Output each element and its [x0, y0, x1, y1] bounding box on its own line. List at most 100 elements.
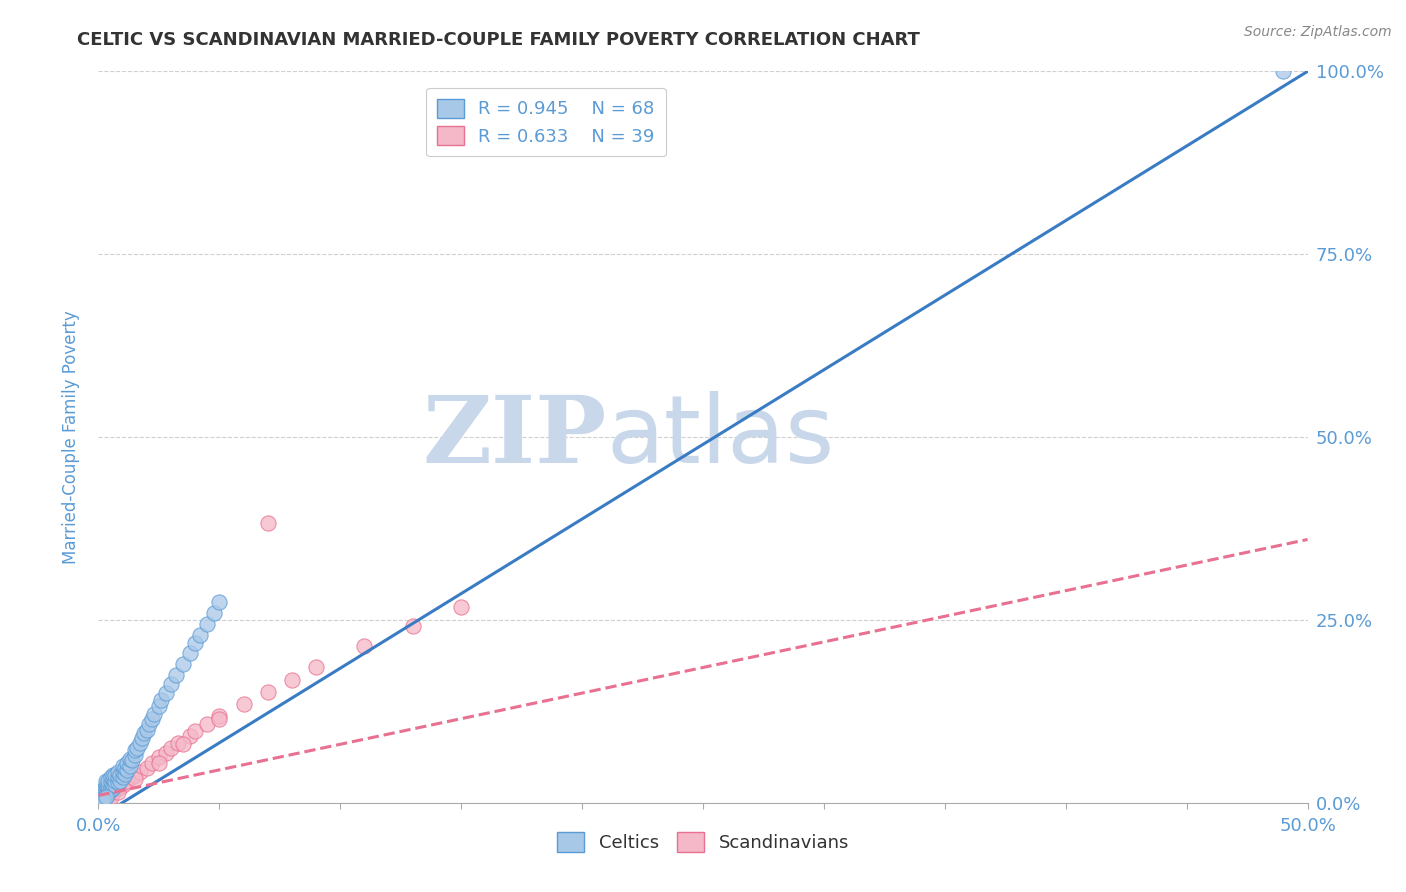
Point	[204, 606, 226, 620]
Point	[100, 780, 122, 794]
Point	[232, 697, 254, 711]
Point	[184, 636, 207, 650]
Point	[100, 775, 122, 789]
Point	[124, 768, 146, 782]
Point	[195, 716, 218, 731]
Text: Source: ZipAtlas.com: Source: ZipAtlas.com	[1244, 25, 1392, 39]
Point	[107, 765, 129, 780]
Point	[97, 781, 120, 796]
Point	[94, 789, 117, 804]
Point	[150, 693, 173, 707]
Point	[90, 794, 112, 808]
Point	[100, 770, 122, 784]
Legend: Celtics, Scandinavians: Celtics, Scandinavians	[550, 825, 856, 860]
Point	[101, 778, 124, 792]
Point	[160, 677, 183, 691]
Point	[179, 646, 201, 660]
Point	[208, 594, 231, 608]
Point	[450, 599, 472, 614]
Point	[111, 765, 134, 780]
Point	[121, 753, 143, 767]
Point	[1272, 64, 1295, 78]
Point	[160, 740, 183, 755]
Point	[121, 770, 143, 784]
Point	[208, 712, 231, 726]
Point	[118, 752, 141, 766]
Point	[141, 712, 163, 726]
Point	[91, 792, 114, 806]
Point	[94, 778, 117, 792]
Point	[91, 789, 114, 804]
Point	[94, 785, 117, 799]
Point	[108, 768, 131, 782]
Point	[97, 778, 120, 792]
Point	[91, 782, 114, 797]
Text: CELTIC VS SCANDINAVIAN MARRIED-COUPLE FAMILY POVERTY CORRELATION CHART: CELTIC VS SCANDINAVIAN MARRIED-COUPLE FA…	[77, 31, 920, 49]
Point	[134, 726, 156, 740]
Point	[135, 761, 157, 775]
Point	[117, 773, 139, 788]
Point	[107, 785, 129, 799]
Point	[94, 789, 117, 803]
Point	[91, 794, 114, 808]
Point	[91, 785, 114, 799]
Point	[104, 778, 127, 792]
Point	[90, 789, 112, 804]
Point	[104, 782, 127, 797]
Point	[172, 737, 194, 751]
Point	[143, 706, 166, 721]
Point	[90, 789, 112, 803]
Point	[100, 782, 122, 797]
Point	[111, 778, 134, 792]
Point	[101, 781, 124, 796]
Point	[131, 731, 153, 746]
Point	[148, 699, 170, 714]
Point	[256, 516, 278, 531]
Point	[128, 736, 150, 750]
Point	[111, 759, 134, 773]
Point	[148, 756, 170, 770]
Point	[208, 709, 231, 723]
Point	[100, 787, 122, 801]
Point	[101, 785, 124, 799]
Point	[402, 619, 425, 633]
Point	[117, 763, 139, 777]
Point	[117, 756, 139, 770]
Point	[135, 723, 157, 737]
Point	[155, 686, 177, 700]
Text: atlas: atlas	[606, 391, 835, 483]
Point	[124, 772, 146, 787]
Point	[94, 789, 117, 804]
Point	[101, 768, 124, 782]
Point	[195, 616, 218, 631]
Point	[107, 781, 129, 796]
Point	[97, 785, 120, 799]
Point	[107, 770, 129, 784]
Point	[100, 789, 122, 804]
Point	[111, 770, 134, 784]
Text: ZIP: ZIP	[422, 392, 606, 482]
Point	[281, 673, 304, 687]
Point	[148, 750, 170, 764]
Point	[97, 773, 120, 788]
Point	[155, 746, 177, 760]
Point	[184, 724, 207, 739]
Point	[165, 667, 187, 681]
Point	[141, 756, 163, 770]
Point	[256, 684, 278, 698]
Point	[124, 743, 146, 757]
Point	[94, 773, 117, 788]
Point	[305, 660, 328, 674]
Point	[179, 729, 201, 743]
Y-axis label: Married-Couple Family Poverty: Married-Couple Family Poverty	[62, 310, 80, 564]
Point	[114, 766, 136, 780]
Point	[138, 716, 160, 731]
Point	[172, 657, 194, 671]
Point	[91, 787, 114, 801]
Point	[90, 794, 112, 808]
Point	[108, 773, 131, 788]
Point	[104, 773, 127, 788]
Point	[127, 740, 149, 755]
Point	[104, 768, 127, 782]
Point	[114, 761, 136, 775]
